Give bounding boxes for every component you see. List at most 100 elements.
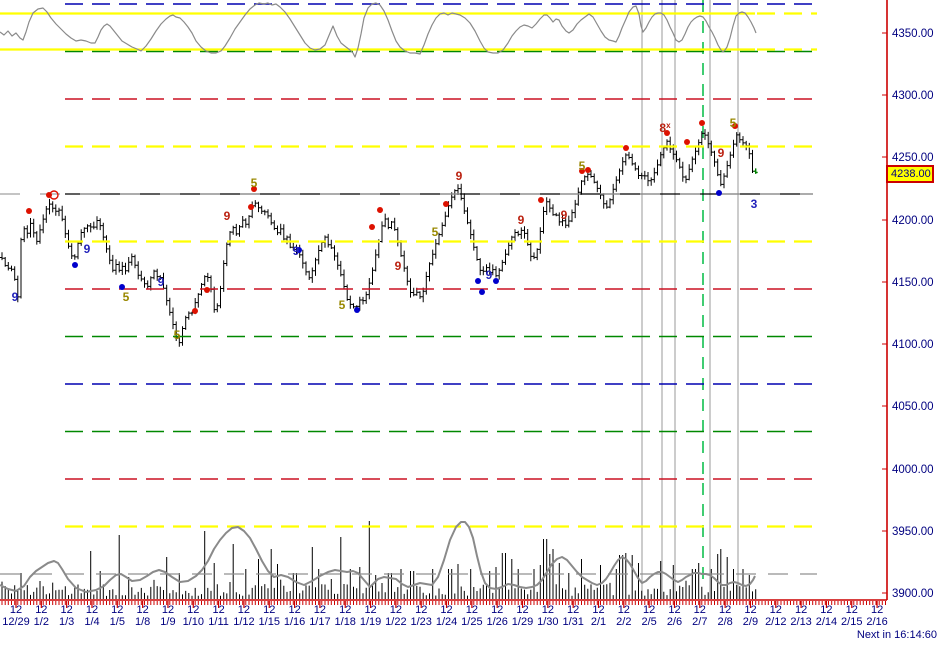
- date-label: 1/10: [183, 616, 204, 628]
- hour-label: 12: [795, 604, 807, 616]
- bar-ticks: [1, 601, 886, 605]
- buy-signal-dot: [493, 278, 499, 284]
- date-label: 2/9: [743, 616, 758, 628]
- price-axis-label: 4150.00: [892, 277, 934, 289]
- hour-label: 12: [440, 604, 452, 616]
- hour-label: 12: [162, 604, 174, 616]
- hour-label: 12: [364, 604, 376, 616]
- buy-signal-dot: [72, 262, 78, 268]
- hour-label: 12: [390, 604, 402, 616]
- count-label: 5: [123, 290, 130, 304]
- count-label: 5: [251, 176, 258, 190]
- sell-signal-dot: [538, 197, 544, 203]
- hour-label: 12: [871, 604, 883, 616]
- price-axis-label: 4250.00: [892, 152, 934, 164]
- count-label: 9: [486, 268, 493, 282]
- date-label: 2/14: [816, 616, 837, 628]
- date-label: 2/5: [642, 616, 657, 628]
- date-label: 1/5: [110, 616, 125, 628]
- sell-signal-dot: [664, 130, 670, 136]
- date-label: 1/2: [34, 616, 49, 628]
- hour-label: 12: [238, 604, 250, 616]
- hour-label: 12: [542, 604, 554, 616]
- price-axis-label: 4300.00: [892, 90, 934, 102]
- date-label: 1/29: [512, 616, 533, 628]
- date-label: 1/30: [537, 616, 558, 628]
- date-label: 2/15: [841, 616, 862, 628]
- count-label: 5: [579, 159, 586, 173]
- count-label: 9: [395, 259, 402, 273]
- hour-label: 12: [212, 604, 224, 616]
- date-label: 1/17: [309, 616, 330, 628]
- count-label: 9: [718, 146, 725, 160]
- date-label: 1/4: [84, 616, 99, 628]
- hour-label: 12: [263, 604, 275, 616]
- sell-signal-dot: [377, 207, 383, 213]
- sell-signal-dot: [585, 167, 591, 173]
- hour-label: 12: [643, 604, 655, 616]
- hour-label: 12: [618, 604, 630, 616]
- count-label: 9: [456, 169, 463, 183]
- sell-signal-dot: [623, 145, 629, 151]
- date-label: 1/16: [284, 616, 305, 628]
- date-label: 2/12: [765, 616, 786, 628]
- hour-label: 12: [10, 604, 22, 616]
- last-ohlc-bar: [753, 168, 758, 174]
- count-label: 9: [293, 244, 300, 258]
- date-label: 1/11: [208, 616, 229, 628]
- date-label: 2/2: [616, 616, 631, 628]
- hour-label: 12: [61, 604, 73, 616]
- price-axis-label: 4200.00: [892, 215, 934, 227]
- price-axis-label: 4350.00: [892, 28, 934, 40]
- sell-signal-dot: [579, 168, 585, 174]
- count-label: 9: [12, 290, 19, 304]
- date-label: 2/1: [591, 616, 606, 628]
- date-label: 2/7: [692, 616, 707, 628]
- volume-ma-line: [0, 521, 756, 593]
- date-label: 1/26: [486, 616, 507, 628]
- bar-countdown: Next in 16:14:60: [856, 629, 937, 641]
- signal-ring: [49, 190, 59, 200]
- current-price-badge: 4238.00: [886, 165, 934, 183]
- date-label: 1/8: [135, 616, 150, 628]
- hour-label: 12: [592, 604, 604, 616]
- sell-signal-dot: [204, 287, 210, 293]
- sell-signal-dot: [443, 201, 449, 207]
- hour-label: 12: [567, 604, 579, 616]
- count-label: 5: [339, 298, 346, 312]
- buy-signal-dot: [479, 289, 485, 295]
- price-axis-label: 3950.00: [892, 526, 934, 538]
- date-label: 2/8: [717, 616, 732, 628]
- date-label: 1/12: [233, 616, 254, 628]
- price-axis-label: 3900.00: [892, 588, 934, 600]
- price-axis-label: 4100.00: [892, 339, 934, 351]
- count-label: 9: [158, 275, 165, 289]
- hour-label: 12: [86, 604, 98, 616]
- count-label: 5: [730, 116, 737, 130]
- hour-label: 12: [744, 604, 756, 616]
- hour-label: 12: [694, 604, 706, 616]
- count-label: 8x: [659, 121, 671, 135]
- count-label: 5: [174, 328, 181, 342]
- volume-bars: [1, 521, 757, 599]
- buy-signal-dot: [296, 247, 302, 253]
- price-axis-label: 4000.00: [892, 464, 934, 476]
- count-label: 9: [561, 208, 568, 222]
- hour-label: 12: [668, 604, 680, 616]
- sell-signal-dot: [26, 208, 32, 214]
- buy-signal-dot: [354, 307, 360, 313]
- hour-label: 12: [288, 604, 300, 616]
- hour-label: 12: [719, 604, 731, 616]
- count-label: 9: [224, 209, 231, 223]
- hour-label: 12: [466, 604, 478, 616]
- date-label: 1/25: [461, 616, 482, 628]
- date-label: 1/31: [562, 616, 583, 628]
- buy-signal-dot: [716, 190, 722, 196]
- date-label: 1/18: [335, 616, 356, 628]
- hour-label: 12: [314, 604, 326, 616]
- hour-label: 12: [187, 604, 199, 616]
- hour-label: 12: [339, 604, 351, 616]
- date-label: 1/15: [259, 616, 280, 628]
